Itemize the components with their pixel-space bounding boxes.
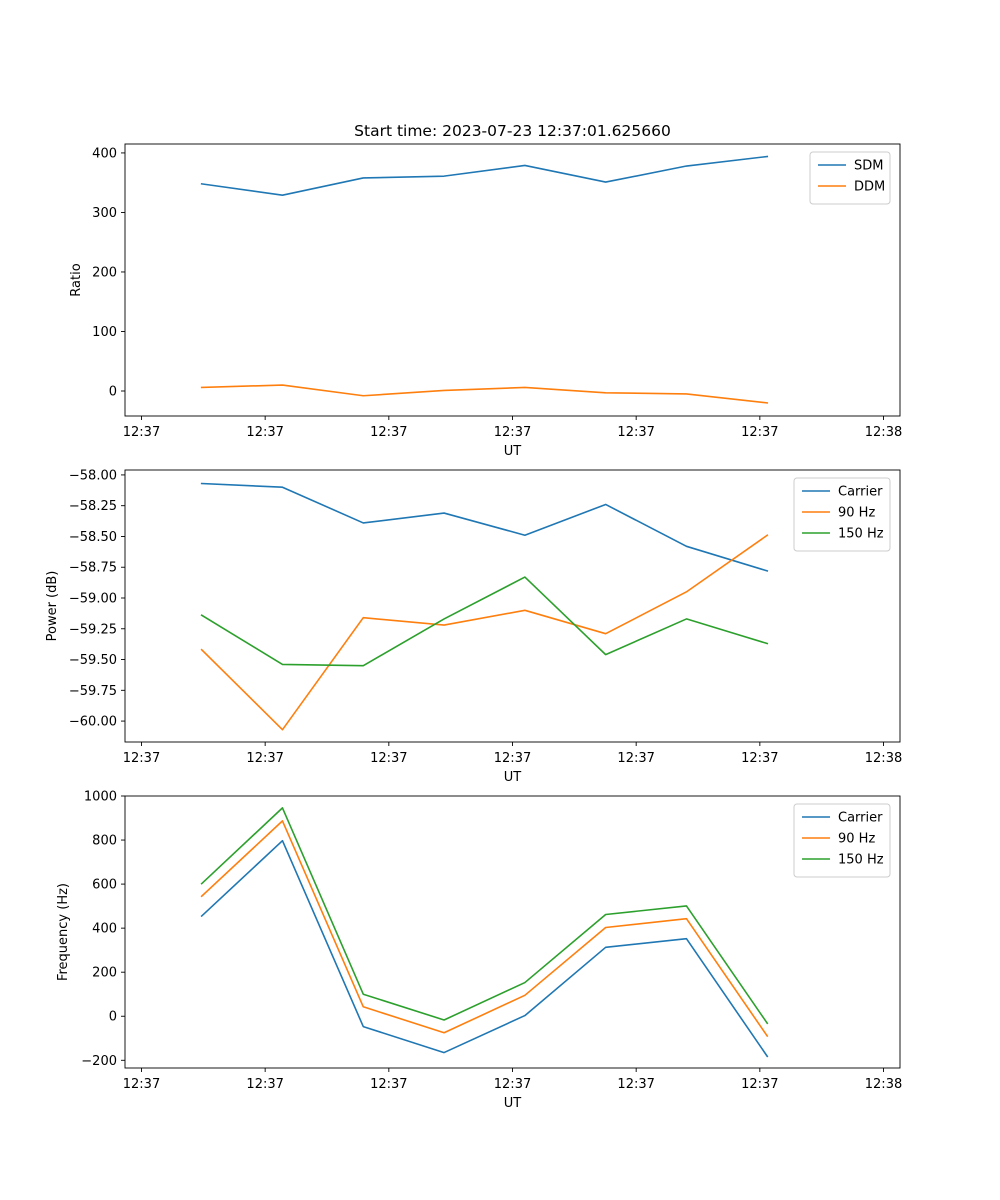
- y-tick-label: −200: [81, 1054, 117, 1069]
- y-tick-label: 800: [92, 834, 117, 849]
- x-tick-label: 12:37: [246, 1077, 283, 1092]
- legend-label: DDM: [854, 180, 885, 195]
- x-tick-label: 12:37: [370, 751, 407, 766]
- y-axis-label: Ratio: [69, 263, 84, 296]
- legend: Carrier 90 Hz 150 Hz: [793, 477, 891, 552]
- x-tick-label: 12:37: [370, 1077, 407, 1092]
- y-tick-label: −58.50: [69, 530, 117, 545]
- y-tick-label: 0: [109, 1010, 117, 1025]
- x-tick-label: 12:37: [370, 425, 407, 440]
- chart-title: Start time: 2023-07-23 12:37:01.625660: [354, 122, 671, 140]
- y-tick-label: −58.00: [69, 468, 117, 483]
- series-line-90-hz: [200, 534, 769, 731]
- y-tick-label: 400: [92, 922, 117, 937]
- axes-frame: [124, 469, 901, 743]
- y-tick-label: 400: [92, 146, 117, 161]
- x-tick-label: 12:37: [741, 425, 778, 440]
- legend-label: 150 Hz: [838, 527, 884, 542]
- y-tick-label: −59.25: [69, 622, 117, 637]
- y-tick-label: 200: [92, 966, 117, 981]
- x-tick-label: 12:37: [123, 425, 160, 440]
- legend-label: SDM: [854, 159, 883, 174]
- x-tick-label: 12:37: [494, 751, 531, 766]
- x-tick-label: 12:37: [617, 425, 654, 440]
- series-line-sdm: [200, 155, 769, 196]
- x-axis-label: UT: [504, 1096, 522, 1111]
- x-tick-label: 12:37: [617, 1077, 654, 1092]
- series-line-carrier: [200, 839, 769, 1058]
- y-tick-label: 200: [92, 265, 117, 280]
- legend-label: 150 Hz: [838, 853, 884, 868]
- x-axis-label: UT: [504, 444, 522, 459]
- x-tick-label: 12:38: [865, 1077, 902, 1092]
- x-axis-label: UT: [504, 770, 522, 785]
- x-tick-label: 12:37: [741, 751, 778, 766]
- y-axis-label: Power (dB): [45, 571, 60, 642]
- series-line-90-hz: [200, 820, 769, 1038]
- legend-label: Carrier: [838, 811, 883, 826]
- series-line-ddm: [200, 384, 769, 404]
- x-tick-label: 12:37: [617, 751, 654, 766]
- x-tick-label: 12:37: [494, 1077, 531, 1092]
- y-tick-label: 300: [92, 206, 117, 221]
- legend: Carrier 90 Hz 150 Hz: [793, 803, 891, 878]
- x-tick-label: 12:38: [865, 751, 902, 766]
- legend: SDM DDM: [809, 151, 891, 205]
- legend-label: 90 Hz: [838, 832, 875, 847]
- x-tick-label: 12:37: [123, 1077, 160, 1092]
- x-tick-label: 12:37: [246, 751, 283, 766]
- chart-panel-3: 12:37 12:37 12:37 12:37 12:37 12:37 12:38 −200 0…: [56, 790, 902, 1112]
- y-tick-label: 100: [92, 325, 117, 340]
- series-line-carrier: [200, 482, 769, 572]
- y-axis-label: Frequency (Hz): [56, 883, 71, 981]
- chart-panel-1: Start time: 2023-07-23 12:37:01.625660 12…: [69, 122, 902, 459]
- y-tick-label: −60.00: [69, 715, 117, 730]
- x-tick-label: 12:38: [865, 425, 902, 440]
- y-tick-label: −59.00: [69, 592, 117, 607]
- x-tick-label: 12:37: [494, 425, 531, 440]
- y-tick-label: −59.75: [69, 684, 117, 699]
- series-line-150-hz: [200, 576, 769, 667]
- x-tick-label: 12:37: [123, 751, 160, 766]
- legend-label: 90 Hz: [838, 506, 875, 521]
- legend-label: Carrier: [838, 485, 883, 500]
- x-tick-label: 12:37: [741, 1077, 778, 1092]
- y-tick-label: 0: [109, 385, 117, 400]
- y-tick-label: 1000: [84, 790, 117, 805]
- series-line-150-hz: [200, 807, 769, 1025]
- axes-frame: [124, 795, 901, 1069]
- chart-panel-2: 12:37 12:37 12:37 12:37 12:37 12:37 12:38 −58.0…: [45, 468, 902, 785]
- axes-frame: [124, 143, 901, 417]
- y-tick-label: −59.50: [69, 653, 117, 668]
- y-tick-label: −58.75: [69, 561, 117, 576]
- y-tick-label: −58.25: [69, 499, 117, 514]
- x-tick-label: 12:37: [246, 425, 283, 440]
- y-tick-label: 600: [92, 878, 117, 893]
